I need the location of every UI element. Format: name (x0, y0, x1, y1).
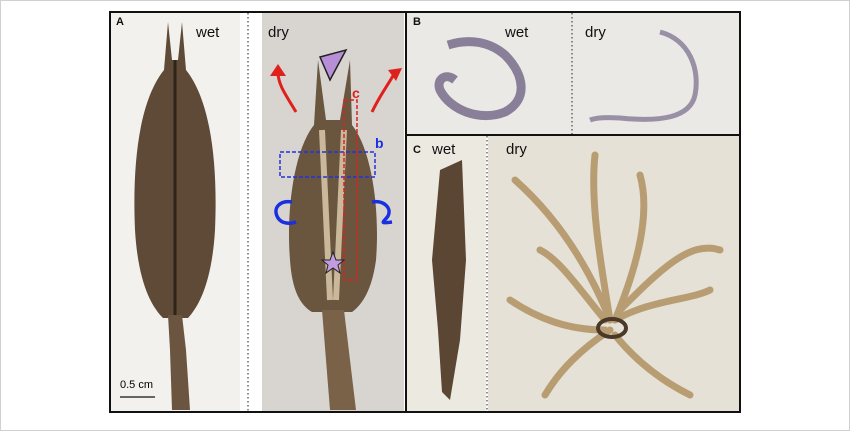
ribbon (590, 151, 614, 324)
ribbon (611, 286, 714, 324)
panel-label: A (116, 16, 124, 28)
arrow-head (270, 64, 286, 76)
box-b-label: b (375, 135, 384, 151)
arrow-red-right (370, 73, 396, 113)
wet-label: wet (431, 141, 456, 158)
dry-label: dry (585, 24, 606, 41)
strip-dry (589, 29, 699, 123)
ribbon (616, 244, 724, 314)
valve-wet (432, 160, 466, 400)
wet-label: wet (504, 24, 529, 41)
stem-dry (322, 310, 356, 410)
arrowhead-marker (318, 48, 348, 82)
arrow-head (388, 68, 402, 81)
coil (596, 317, 628, 339)
box-c (343, 99, 358, 281)
wet-label: wet (195, 24, 220, 41)
ribbon (536, 246, 609, 324)
photo-c-dry (488, 136, 739, 411)
photo-b (407, 13, 739, 135)
panel-label: B (413, 16, 421, 28)
ribbon (506, 296, 609, 334)
ribbon (611, 331, 694, 399)
ribbon (511, 176, 614, 324)
arrow-blue-left (274, 199, 297, 225)
panel-c: C wet dry (407, 136, 739, 411)
figure-frame (109, 11, 741, 413)
box-c-label: c (352, 85, 360, 101)
star-marker (320, 250, 346, 275)
dry-label: dry (506, 141, 527, 158)
panel-label: C (413, 144, 421, 156)
strip-wet (434, 37, 526, 120)
dry-label: dry (268, 24, 289, 41)
ribbon (611, 171, 648, 324)
panel-a: A wet dry 0.5 cm b c (111, 13, 404, 411)
pod-dry (289, 60, 377, 312)
arrow-blue-right (371, 199, 393, 225)
stem-wet (168, 315, 190, 410)
panel-b: B wet dry (407, 13, 739, 135)
scale-label: 0.5 cm (120, 379, 153, 391)
